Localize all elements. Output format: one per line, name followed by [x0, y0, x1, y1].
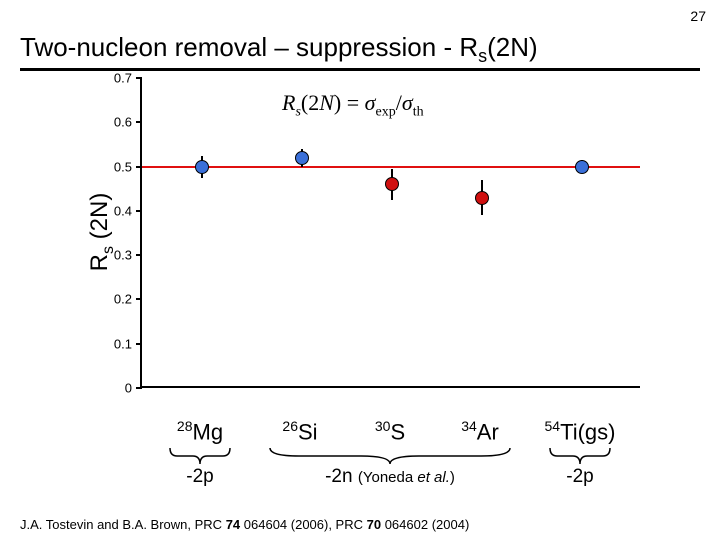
isotope-label: 28Mg — [177, 418, 223, 445]
y-tick-label: 0.2 — [92, 292, 132, 307]
y-tick — [136, 343, 142, 345]
page-title: Two-nucleon removal – suppression - Rs(2… — [20, 32, 538, 67]
y-tick-label: 0.5 — [92, 159, 132, 174]
brace-label: -2p — [566, 466, 593, 488]
data-point — [195, 160, 209, 174]
y-tick-label: 0 — [92, 381, 132, 396]
isotope-label: 54Ti(gs) — [545, 418, 616, 445]
brace — [270, 448, 510, 466]
brace-label: -2n (Yoneda et al.) — [325, 466, 455, 488]
y-tick — [136, 298, 142, 300]
y-tick-label: 0.6 — [92, 115, 132, 130]
isotope-label: 26Si — [282, 418, 317, 445]
reference-line — [142, 166, 640, 168]
y-tick-label: 0.4 — [92, 203, 132, 218]
data-point — [575, 160, 589, 174]
page-number: 27 — [690, 8, 706, 24]
y-tick-label: 0.7 — [92, 71, 132, 86]
chart-container: Rs(2N) = σexp/σth Rs (2N) 00.10.20.30.40… — [90, 78, 650, 408]
y-tick — [136, 121, 142, 123]
y-tick — [136, 387, 142, 389]
y-tick-label: 0.1 — [92, 336, 132, 351]
data-point — [475, 191, 489, 205]
y-tick — [136, 210, 142, 212]
data-point — [385, 177, 399, 191]
y-tick-label: 0.3 — [92, 248, 132, 263]
formula: Rs(2N) = σexp/σth — [282, 90, 424, 120]
y-tick — [136, 77, 142, 79]
brace — [170, 448, 230, 466]
brace-label: -2p — [186, 466, 213, 488]
y-tick — [136, 254, 142, 256]
isotope-label: 30S — [375, 418, 405, 445]
citation: J.A. Tostevin and B.A. Brown, PRC 74 064… — [20, 517, 469, 532]
brace — [550, 448, 610, 466]
data-point — [295, 151, 309, 165]
isotope-label: 34Ar — [461, 418, 499, 445]
braces-row: -2p -2n (Yoneda et al.) -2p — [140, 448, 640, 488]
x-axis-labels: 28Mg 26Si 30S 34Ar 54Ti(gs) — [140, 418, 640, 448]
plot-area: Rs(2N) = σexp/σth Rs (2N) 00.10.20.30.40… — [140, 78, 640, 388]
